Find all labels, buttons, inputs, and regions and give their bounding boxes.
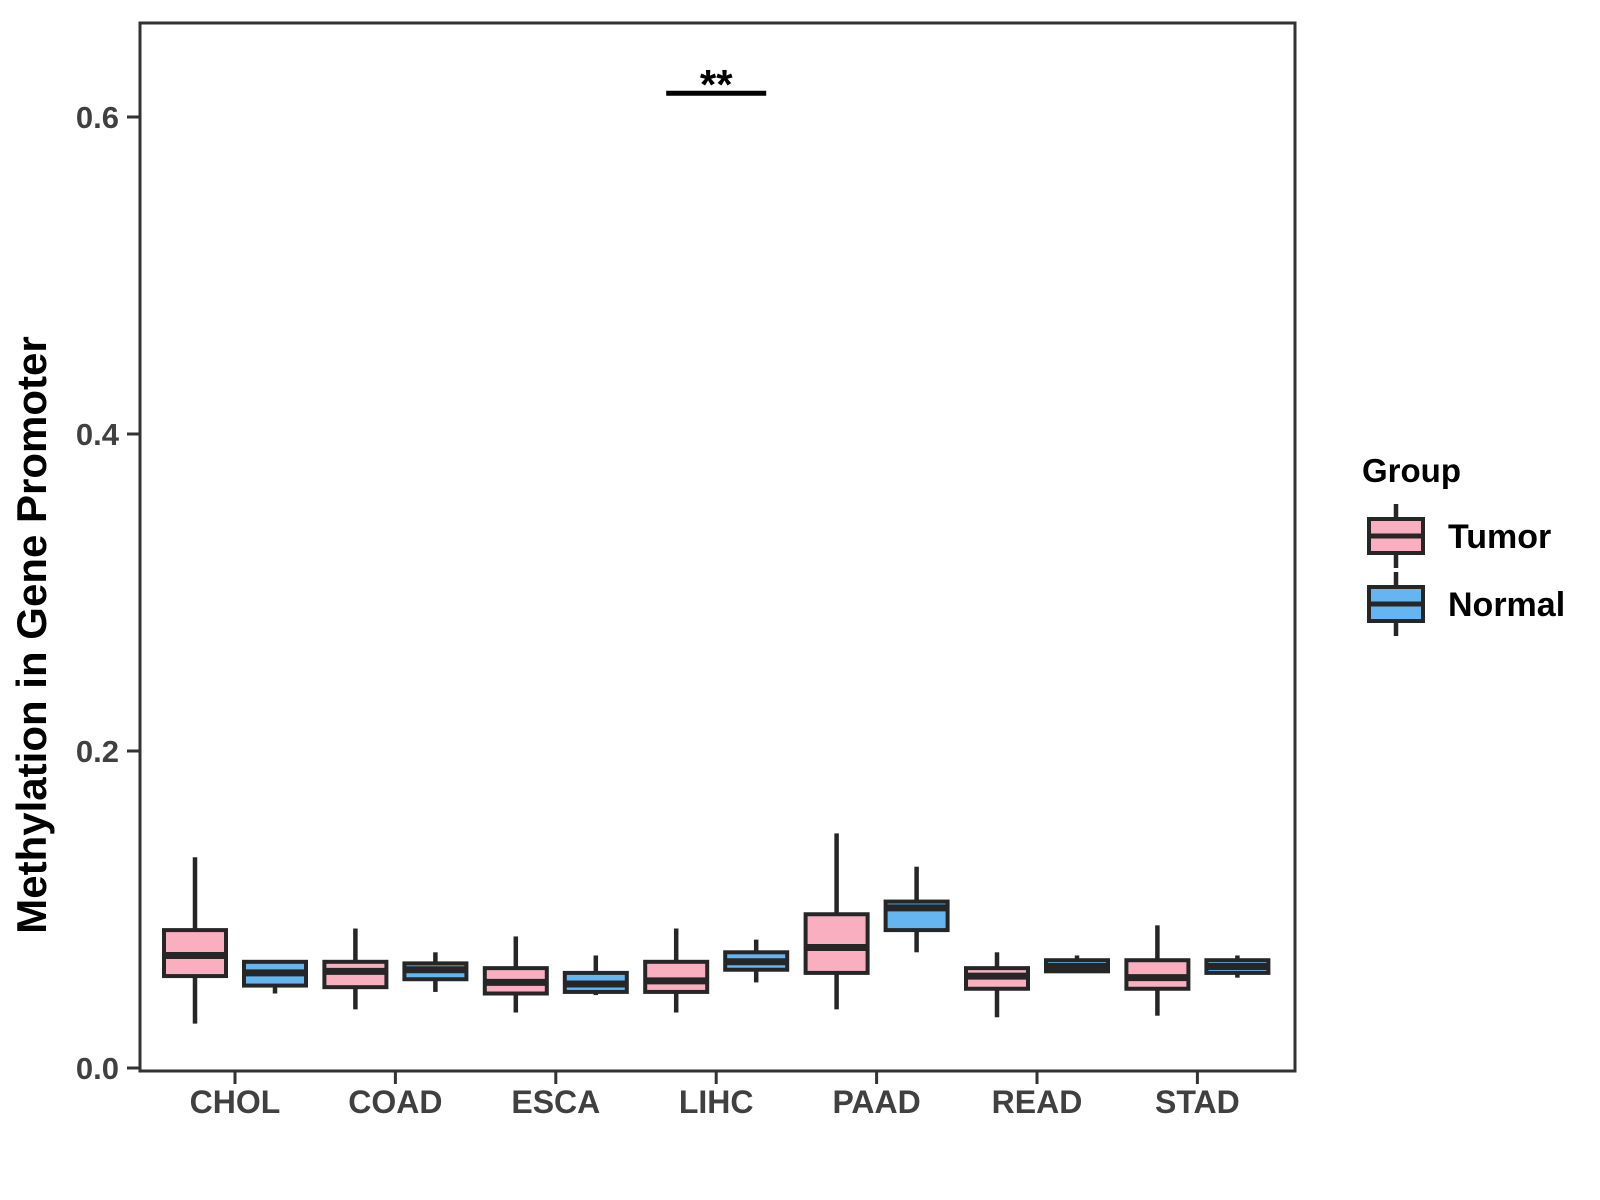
x-tick-label-esca: ESCA <box>511 1084 600 1120</box>
y-tick-label: 0.0 <box>76 1051 119 1086</box>
boxplot-chol-normal <box>242 959 308 994</box>
box <box>643 959 710 994</box>
boxplot-coad-tumor <box>322 928 389 1010</box>
x-tick-label-coad: COAD <box>348 1084 442 1120</box>
panel-border <box>138 21 1297 1073</box>
boxplot-read-normal <box>1044 955 1110 974</box>
y-tick-label: 0.6 <box>76 100 119 135</box>
boxplot-esca-normal <box>562 955 629 996</box>
boxplot-stad-tumor <box>1124 925 1191 1016</box>
legend-key-normal: Normal <box>1367 572 1565 636</box>
x-tick-label-paad: PAAD <box>832 1084 920 1120</box>
boxplot-lihc-normal <box>723 939 790 983</box>
box <box>803 912 870 975</box>
legend-label-normal: Normal <box>1448 586 1565 624</box>
boxplot-read-tumor <box>964 952 1030 1018</box>
boxplot-coad-normal <box>402 952 469 992</box>
x-tick-label-read: READ <box>992 1084 1083 1120</box>
legend-label-tumor: Tumor <box>1448 518 1551 556</box>
x-tick-label-stad: STAD <box>1155 1084 1240 1120</box>
y-tick-label: 0.4 <box>76 417 120 452</box>
x-tick-label-lihc: LIHC <box>679 1084 754 1120</box>
boxplot-lihc-tumor <box>643 928 710 1013</box>
y-tick-label: 0.2 <box>76 734 119 769</box>
boxplot-chol-tumor <box>162 857 228 1024</box>
y-axis-title: Methylation in Gene Promoter <box>8 336 55 933</box>
boxplot-paad-tumor <box>803 833 870 1010</box>
boxplot-paad-normal <box>883 866 950 953</box>
legend-title: Group <box>1362 452 1461 489</box>
significance-label: ** <box>700 61 733 108</box>
x-tick-label-chol: CHOL <box>190 1084 281 1120</box>
legend-key-tumor: Tumor <box>1367 504 1551 568</box>
boxplot-esca-tumor <box>482 936 549 1013</box>
boxplot-stad-normal <box>1204 955 1271 978</box>
legend: Group Tumor Normal <box>1362 452 1565 636</box>
